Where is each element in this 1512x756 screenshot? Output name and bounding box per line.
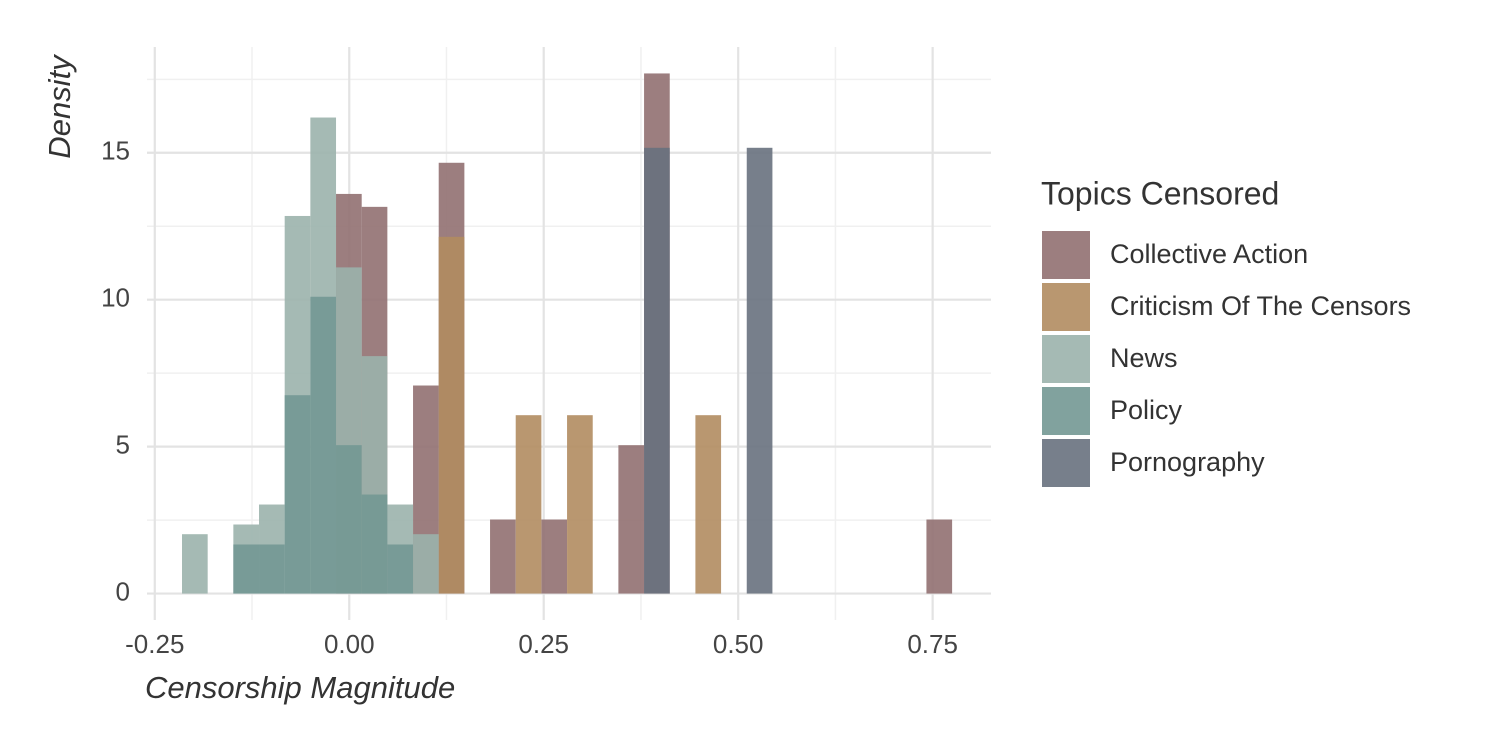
x-tick-label: -0.25 [125, 629, 184, 659]
legend-swatch [1042, 387, 1090, 435]
histogram-bar [490, 519, 516, 594]
histogram-bar [515, 415, 542, 594]
histogram-bar [413, 534, 439, 594]
histogram-bar [695, 415, 722, 594]
legend-swatch [1042, 283, 1090, 331]
histogram-bar [336, 445, 362, 594]
y-tick-label: 0 [116, 576, 130, 606]
x-tick-label: 0.25 [518, 629, 569, 659]
histogram-bar [567, 415, 593, 594]
histogram-bar [182, 534, 208, 594]
legend-swatch [1042, 335, 1090, 383]
y-tick-label: 5 [116, 430, 130, 460]
histogram-bar [387, 544, 414, 594]
legend-label: Collective Action [1110, 239, 1308, 269]
legend-swatch [1042, 439, 1090, 487]
histogram-bar [746, 147, 773, 594]
y-tick-label: 15 [101, 136, 130, 166]
legend-label: News [1110, 343, 1178, 373]
x-tick-label: 0.50 [713, 629, 764, 659]
histogram-bar [644, 147, 670, 594]
histogram-bar [284, 395, 311, 594]
histogram-bar [438, 236, 465, 594]
histogram-bar [259, 544, 285, 594]
histogram-bar [233, 544, 260, 594]
x-axis-title: Censorship Magnitude [145, 670, 455, 705]
legend-title: Topics Censored [1041, 175, 1279, 211]
histogram-bar [310, 296, 337, 594]
histogram-bar [541, 519, 568, 594]
legend-label: Pornography [1110, 447, 1265, 477]
y-axis-title: Density [42, 53, 77, 159]
legend-label: Policy [1110, 395, 1183, 425]
legend-label: Criticism Of The Censors [1110, 291, 1411, 321]
legend-swatch [1042, 231, 1090, 279]
y-tick-label: 10 [101, 283, 130, 313]
histogram-bar [618, 445, 645, 594]
histogram-bar [361, 494, 388, 594]
histogram-bar [926, 519, 953, 594]
x-tick-label: 0.75 [907, 629, 958, 659]
x-tick-label: 0.00 [324, 629, 375, 659]
